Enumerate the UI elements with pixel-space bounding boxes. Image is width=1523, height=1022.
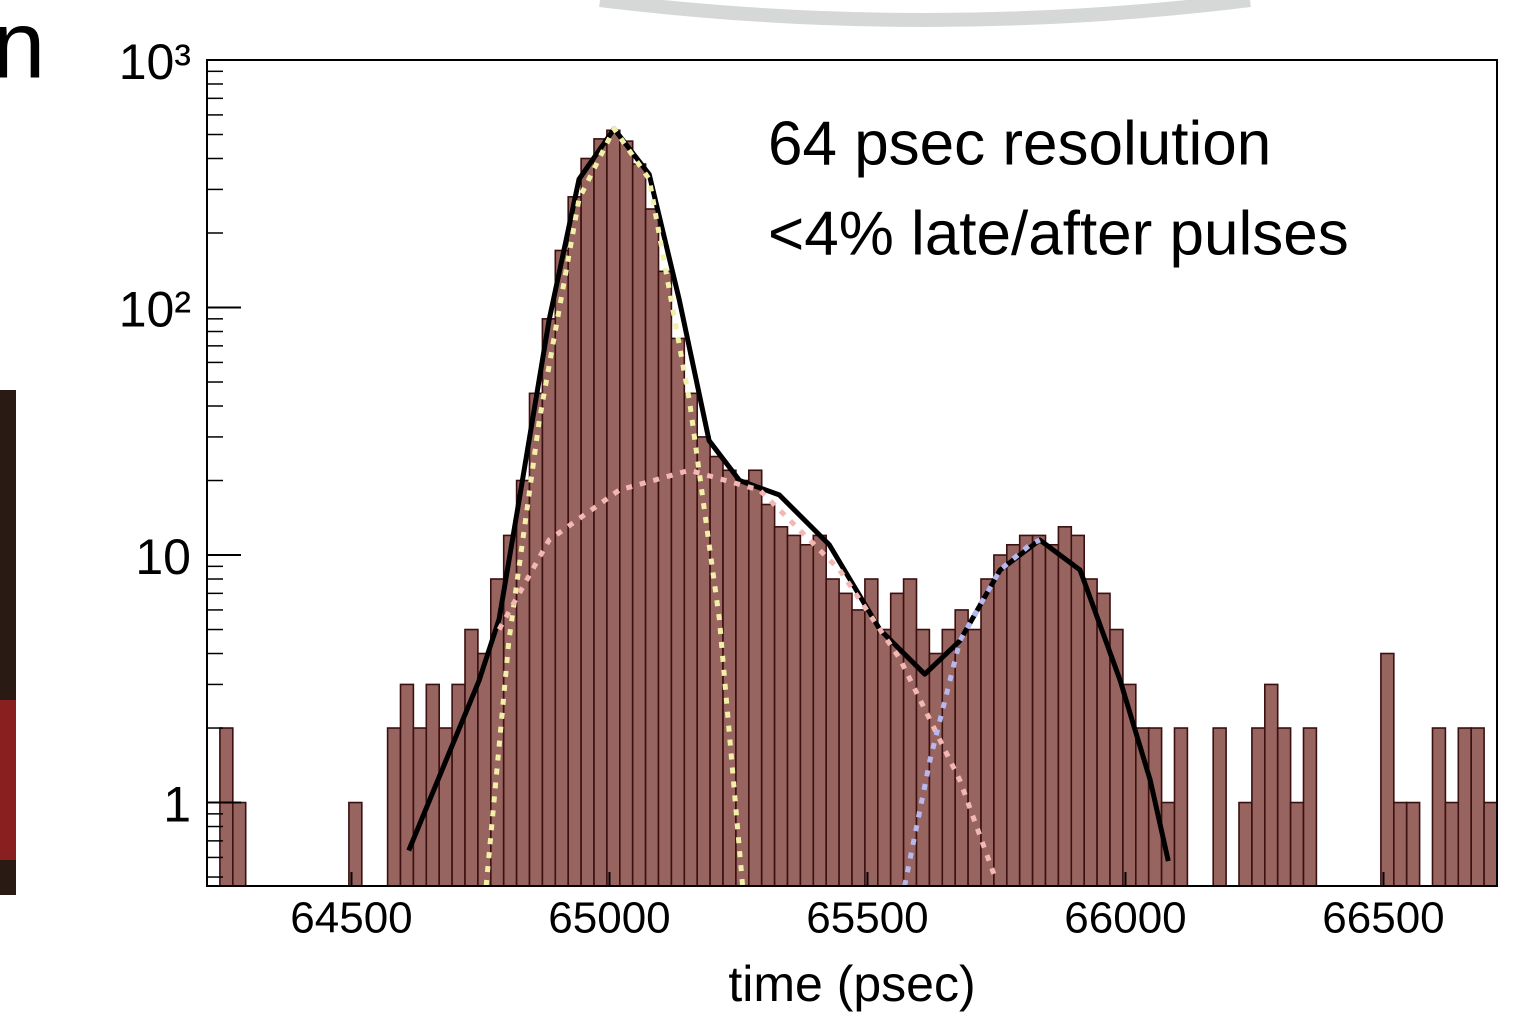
histogram-bar [709,455,724,887]
histogram-bar [541,318,557,887]
histogram-bar [580,157,595,887]
histogram-bar [1405,801,1421,887]
histogram-bar [838,592,853,887]
histogram-bar [618,140,634,887]
y-tick-label: 10² [119,282,191,338]
histogram-bar [993,554,1008,887]
histogram-bar [477,652,492,887]
histogram-bar [980,578,995,887]
histogram-bar [1444,801,1460,887]
histogram-bar [232,801,247,887]
histogram-bar [399,683,415,887]
histogram-bar [657,270,673,887]
histogram-bar [812,534,827,887]
histogram-bar [876,628,892,887]
histogram-bar [1212,727,1227,887]
histogram-bar [747,469,763,887]
histogram-bar [1470,727,1485,887]
fit-curve [483,126,746,887]
photo-fragment-red [0,700,16,860]
annotation: <4% late/after pulses [768,199,1349,268]
y-tick-label: 10³ [119,34,191,90]
histogram-bar [554,249,569,887]
x-tick-label: 66500 [1322,894,1444,943]
x-tick-label: 65000 [548,894,670,943]
histogram-bar [1031,534,1047,887]
fit-curve [406,126,1171,862]
histogram-bar [644,208,660,887]
histogram-bar [219,727,234,887]
y-tick-label: 10 [135,529,191,585]
histogram-bar [683,392,698,887]
histogram-bar [889,592,905,887]
x-tick-label: 65500 [806,894,928,943]
histogram-bar [1457,727,1473,887]
plot-frame [206,59,1498,887]
fit-curve [496,467,998,878]
histogram-bar [851,609,866,887]
histogram-bar [760,503,776,887]
histogram-bar [593,138,608,887]
histogram-bar [967,628,982,887]
heading-fragment: n [0,0,45,98]
histogram-bar [1238,801,1253,887]
histogram-bar [670,337,686,887]
histogram-bar [1264,683,1279,887]
histogram-bar [1044,543,1060,887]
histogram-bar [1483,801,1498,887]
x-tick-label: 64500 [290,894,412,943]
histogram-bar [1251,727,1266,887]
histogram-bar [1276,727,1292,887]
histogram-bar [1393,801,1408,887]
histogram-bar [928,652,944,887]
histogram-bar [1302,727,1318,887]
histogram-bar [773,526,789,887]
histogram-bar [786,534,802,887]
histogram-bar [941,628,956,887]
histogram-bar [1070,534,1086,887]
histogram-bar [386,727,402,887]
histogram-bar [799,543,815,887]
background-arc [599,0,1251,27]
histogram-bar [722,469,737,887]
histogram-bar [1057,526,1073,887]
histogram-bar [567,196,582,887]
histogram-bar [1018,534,1034,887]
histogram-bar [1083,578,1098,887]
histogram-bar [1289,801,1305,887]
histogram-bar [631,163,647,887]
histogram-bar [1173,727,1189,887]
histogram-bar [825,578,840,887]
x-axis-label: time (psec) [728,956,975,1012]
annotation: 64 psec resolution [768,109,1271,178]
histogram-bar [1431,727,1447,887]
histogram-bar [464,628,479,887]
histogram-bar [1005,543,1021,887]
x-tick-label: 66000 [1064,894,1186,943]
histogram-bar [515,479,531,887]
y-tick-label: 1 [163,777,191,833]
histogram-bar [606,129,621,887]
histogram-bar [1380,652,1395,887]
